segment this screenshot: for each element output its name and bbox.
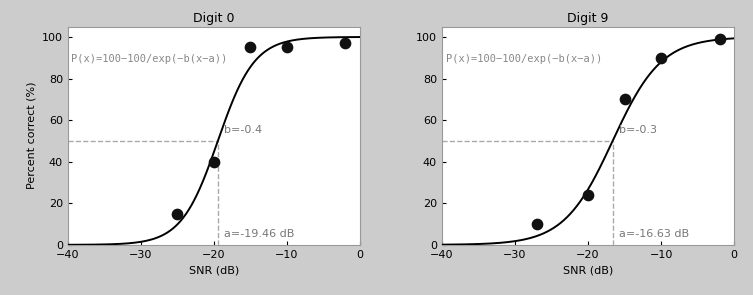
Point — [618, 97, 630, 102]
Point — [714, 37, 726, 41]
Point — [172, 211, 184, 216]
Point — [245, 45, 257, 50]
Text: a=-16.63 dB: a=-16.63 dB — [618, 229, 689, 239]
Text: b=-0.3: b=-0.3 — [618, 125, 657, 135]
Point — [582, 193, 594, 197]
Point — [281, 45, 293, 50]
Y-axis label: Percent correct (%): Percent correct (%) — [26, 82, 36, 189]
Text: b=-0.4: b=-0.4 — [224, 125, 262, 135]
Point — [655, 55, 667, 60]
Point — [340, 41, 352, 45]
X-axis label: SNR (dB): SNR (dB) — [563, 265, 613, 275]
Title: Digit 0: Digit 0 — [194, 12, 235, 25]
Text: P(x)=100−100/exp(−b(x−a)): P(x)=100−100/exp(−b(x−a)) — [72, 54, 227, 64]
Point — [208, 159, 220, 164]
Text: P(x)=100−100/exp(−b(x−a)): P(x)=100−100/exp(−b(x−a)) — [446, 54, 602, 64]
Title: Digit 9: Digit 9 — [567, 12, 608, 25]
Point — [531, 222, 543, 227]
X-axis label: SNR (dB): SNR (dB) — [189, 265, 239, 275]
Text: a=-19.46 dB: a=-19.46 dB — [224, 229, 294, 239]
